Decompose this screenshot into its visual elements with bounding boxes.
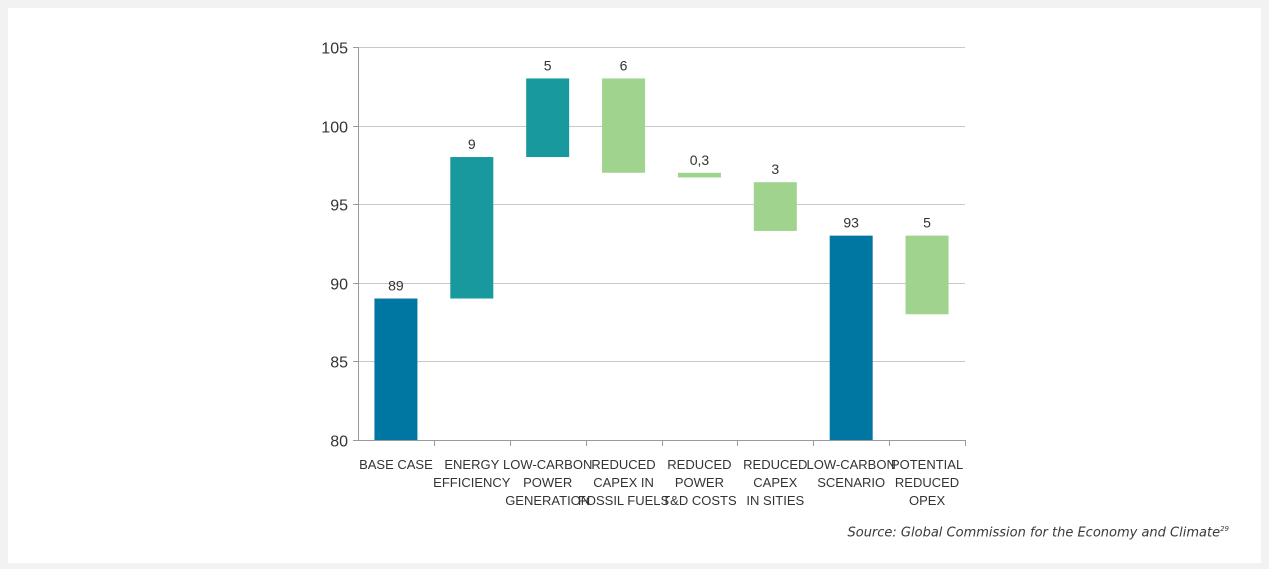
y-tick-label: 80 xyxy=(330,434,348,451)
x-category-label-line: REDUCED xyxy=(591,457,655,472)
y-tick-label: 90 xyxy=(330,277,348,294)
x-category-label-line: T&D COSTS xyxy=(662,493,737,508)
data-label: 9 xyxy=(468,136,476,152)
x-category-label-line: BASE CASE xyxy=(359,457,433,472)
x-category-label-line: LOW-CARBON xyxy=(807,457,896,472)
x-category-label-line: GENERATION xyxy=(505,493,590,508)
data-label: 89 xyxy=(388,278,404,294)
x-category-label: LOW-CARBON POWER GENERATION xyxy=(503,457,592,508)
data-label: 0,3 xyxy=(690,152,710,168)
x-category-label-line: REDUCED xyxy=(895,475,959,490)
x-category-label-line: EFFICIENCY xyxy=(433,475,511,490)
bar xyxy=(526,78,570,158)
data-label: 93 xyxy=(843,215,859,231)
y-tick-label: 95 xyxy=(330,198,348,215)
x-category-label-line: FOSSIL FUELS xyxy=(578,493,670,508)
y-tick-label: 105 xyxy=(321,41,348,58)
y-tick-label: 85 xyxy=(330,355,348,372)
axes xyxy=(353,47,966,446)
bar xyxy=(677,172,721,178)
bar xyxy=(829,235,873,440)
x-category-label-line: ENERGY xyxy=(444,457,499,472)
x-category-labels: BASE CASE ENERGY EFFICIENCY LOW-CARBON POWER… xyxy=(359,457,963,508)
bar xyxy=(374,298,418,440)
x-category-label: REDUCED POWER T&D COSTS xyxy=(662,457,737,508)
x-category-label-line: REDUCED xyxy=(743,457,807,472)
x-category-label-line: LOW-CARBON xyxy=(503,457,592,472)
x-category-label: ENERGY EFFICIENCY xyxy=(433,457,511,490)
x-category-label: REDUCED CAPEX IN FOSSIL FUELS xyxy=(578,457,670,508)
x-category-label-line: REDUCED xyxy=(667,457,731,472)
data-label: 5 xyxy=(544,57,552,73)
y-tick-labels: 80 85 90 95 100 105 xyxy=(321,41,348,451)
data-labels: 89 9 5 6 0,3 3 93 5 xyxy=(388,57,931,293)
x-category-label: REDUCED CAPEX IN SITIES xyxy=(743,457,807,508)
source-footnote: 29 xyxy=(1220,525,1229,533)
x-category-label-line: CAPEX IN xyxy=(593,475,654,490)
bar xyxy=(905,235,949,315)
y-tick-label: 100 xyxy=(321,120,348,137)
x-category-label-line: SCENARIO xyxy=(817,475,885,490)
data-label: 6 xyxy=(620,57,628,73)
x-category-label-line: OPEX xyxy=(909,493,945,508)
x-category-label-line: POWER xyxy=(523,475,572,490)
x-category-label-line: IN SITIES xyxy=(746,493,804,508)
data-label: 3 xyxy=(771,161,779,177)
x-category-label: POTENTIAL REDUCED OPEX xyxy=(891,457,963,508)
x-category-label-line: CAPEX xyxy=(753,475,797,490)
data-label: 5 xyxy=(923,215,931,231)
x-category-label: LOW-CARBON SCENARIO xyxy=(807,457,896,490)
bar xyxy=(753,182,797,231)
bars xyxy=(374,78,949,440)
gridlines xyxy=(358,47,965,362)
bar xyxy=(450,157,494,299)
x-category-label-line: POTENTIAL xyxy=(891,457,963,472)
source-note: Source: Global Commission for the Econom… xyxy=(847,525,1229,540)
x-category-label-line: POWER xyxy=(675,475,724,490)
source-text: Source: Global Commission for the Econom… xyxy=(847,525,1221,541)
bar xyxy=(602,78,646,173)
x-category-label: BASE CASE xyxy=(359,457,433,472)
